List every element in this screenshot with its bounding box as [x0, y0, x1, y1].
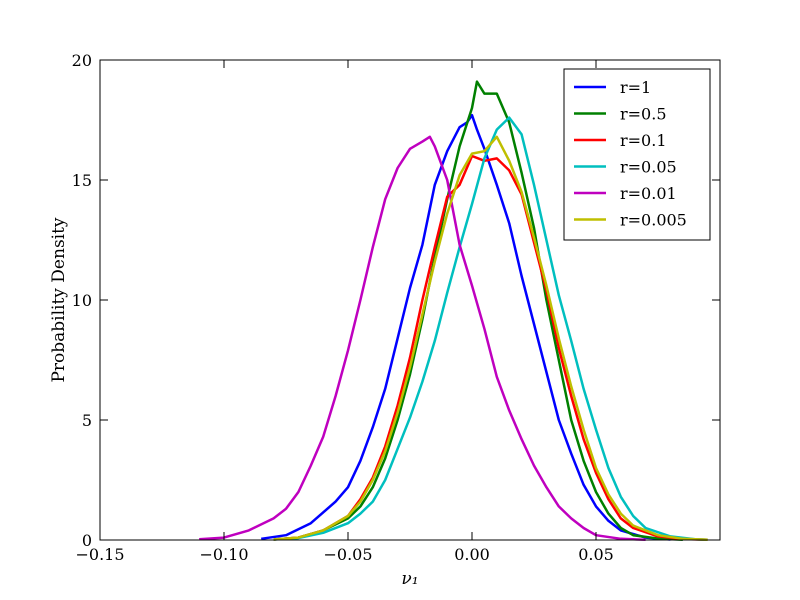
- legend-box: [563, 68, 711, 241]
- y-tick-label: 20: [72, 51, 92, 70]
- legend-label: r=0.05: [620, 158, 677, 177]
- y-tick-label: 10: [72, 291, 92, 310]
- axis-ticks: −0.15 −0.10 −0.05 0.00 0.05 0 5 10 15 20: [72, 51, 720, 564]
- legend-label: r=0.01: [620, 184, 677, 203]
- series-line-4: [273, 116, 708, 542]
- series-line-2: [273, 80, 683, 542]
- x-tick-label: −0.10: [199, 545, 248, 564]
- series-line-1: [261, 113, 671, 541]
- x-tick-label: −0.15: [75, 545, 124, 564]
- series-lines: [199, 80, 708, 542]
- y-axis-label: Probability Density: [49, 217, 69, 382]
- legend: r=1 r=0.5 r=0.1 r=0.05 r=0.01 r=0.005: [563, 68, 711, 241]
- y-tick-label: 15: [72, 171, 92, 190]
- y-tick-label: 5: [82, 411, 92, 430]
- legend-label: r=0.5: [620, 105, 667, 124]
- legend-label: r=0.1: [620, 131, 667, 150]
- y-tick-label: 0: [82, 531, 92, 550]
- legend-label: r=0.005: [620, 211, 687, 230]
- x-tick-label: 0.00: [454, 545, 490, 564]
- series-line-5: [199, 135, 646, 542]
- legend-label: r=1: [620, 78, 651, 97]
- x-axis-label: ν₁: [401, 569, 418, 589]
- series-line-6: [273, 135, 708, 542]
- x-tick-label: −0.05: [323, 545, 372, 564]
- x-tick-label: 0.05: [578, 545, 614, 564]
